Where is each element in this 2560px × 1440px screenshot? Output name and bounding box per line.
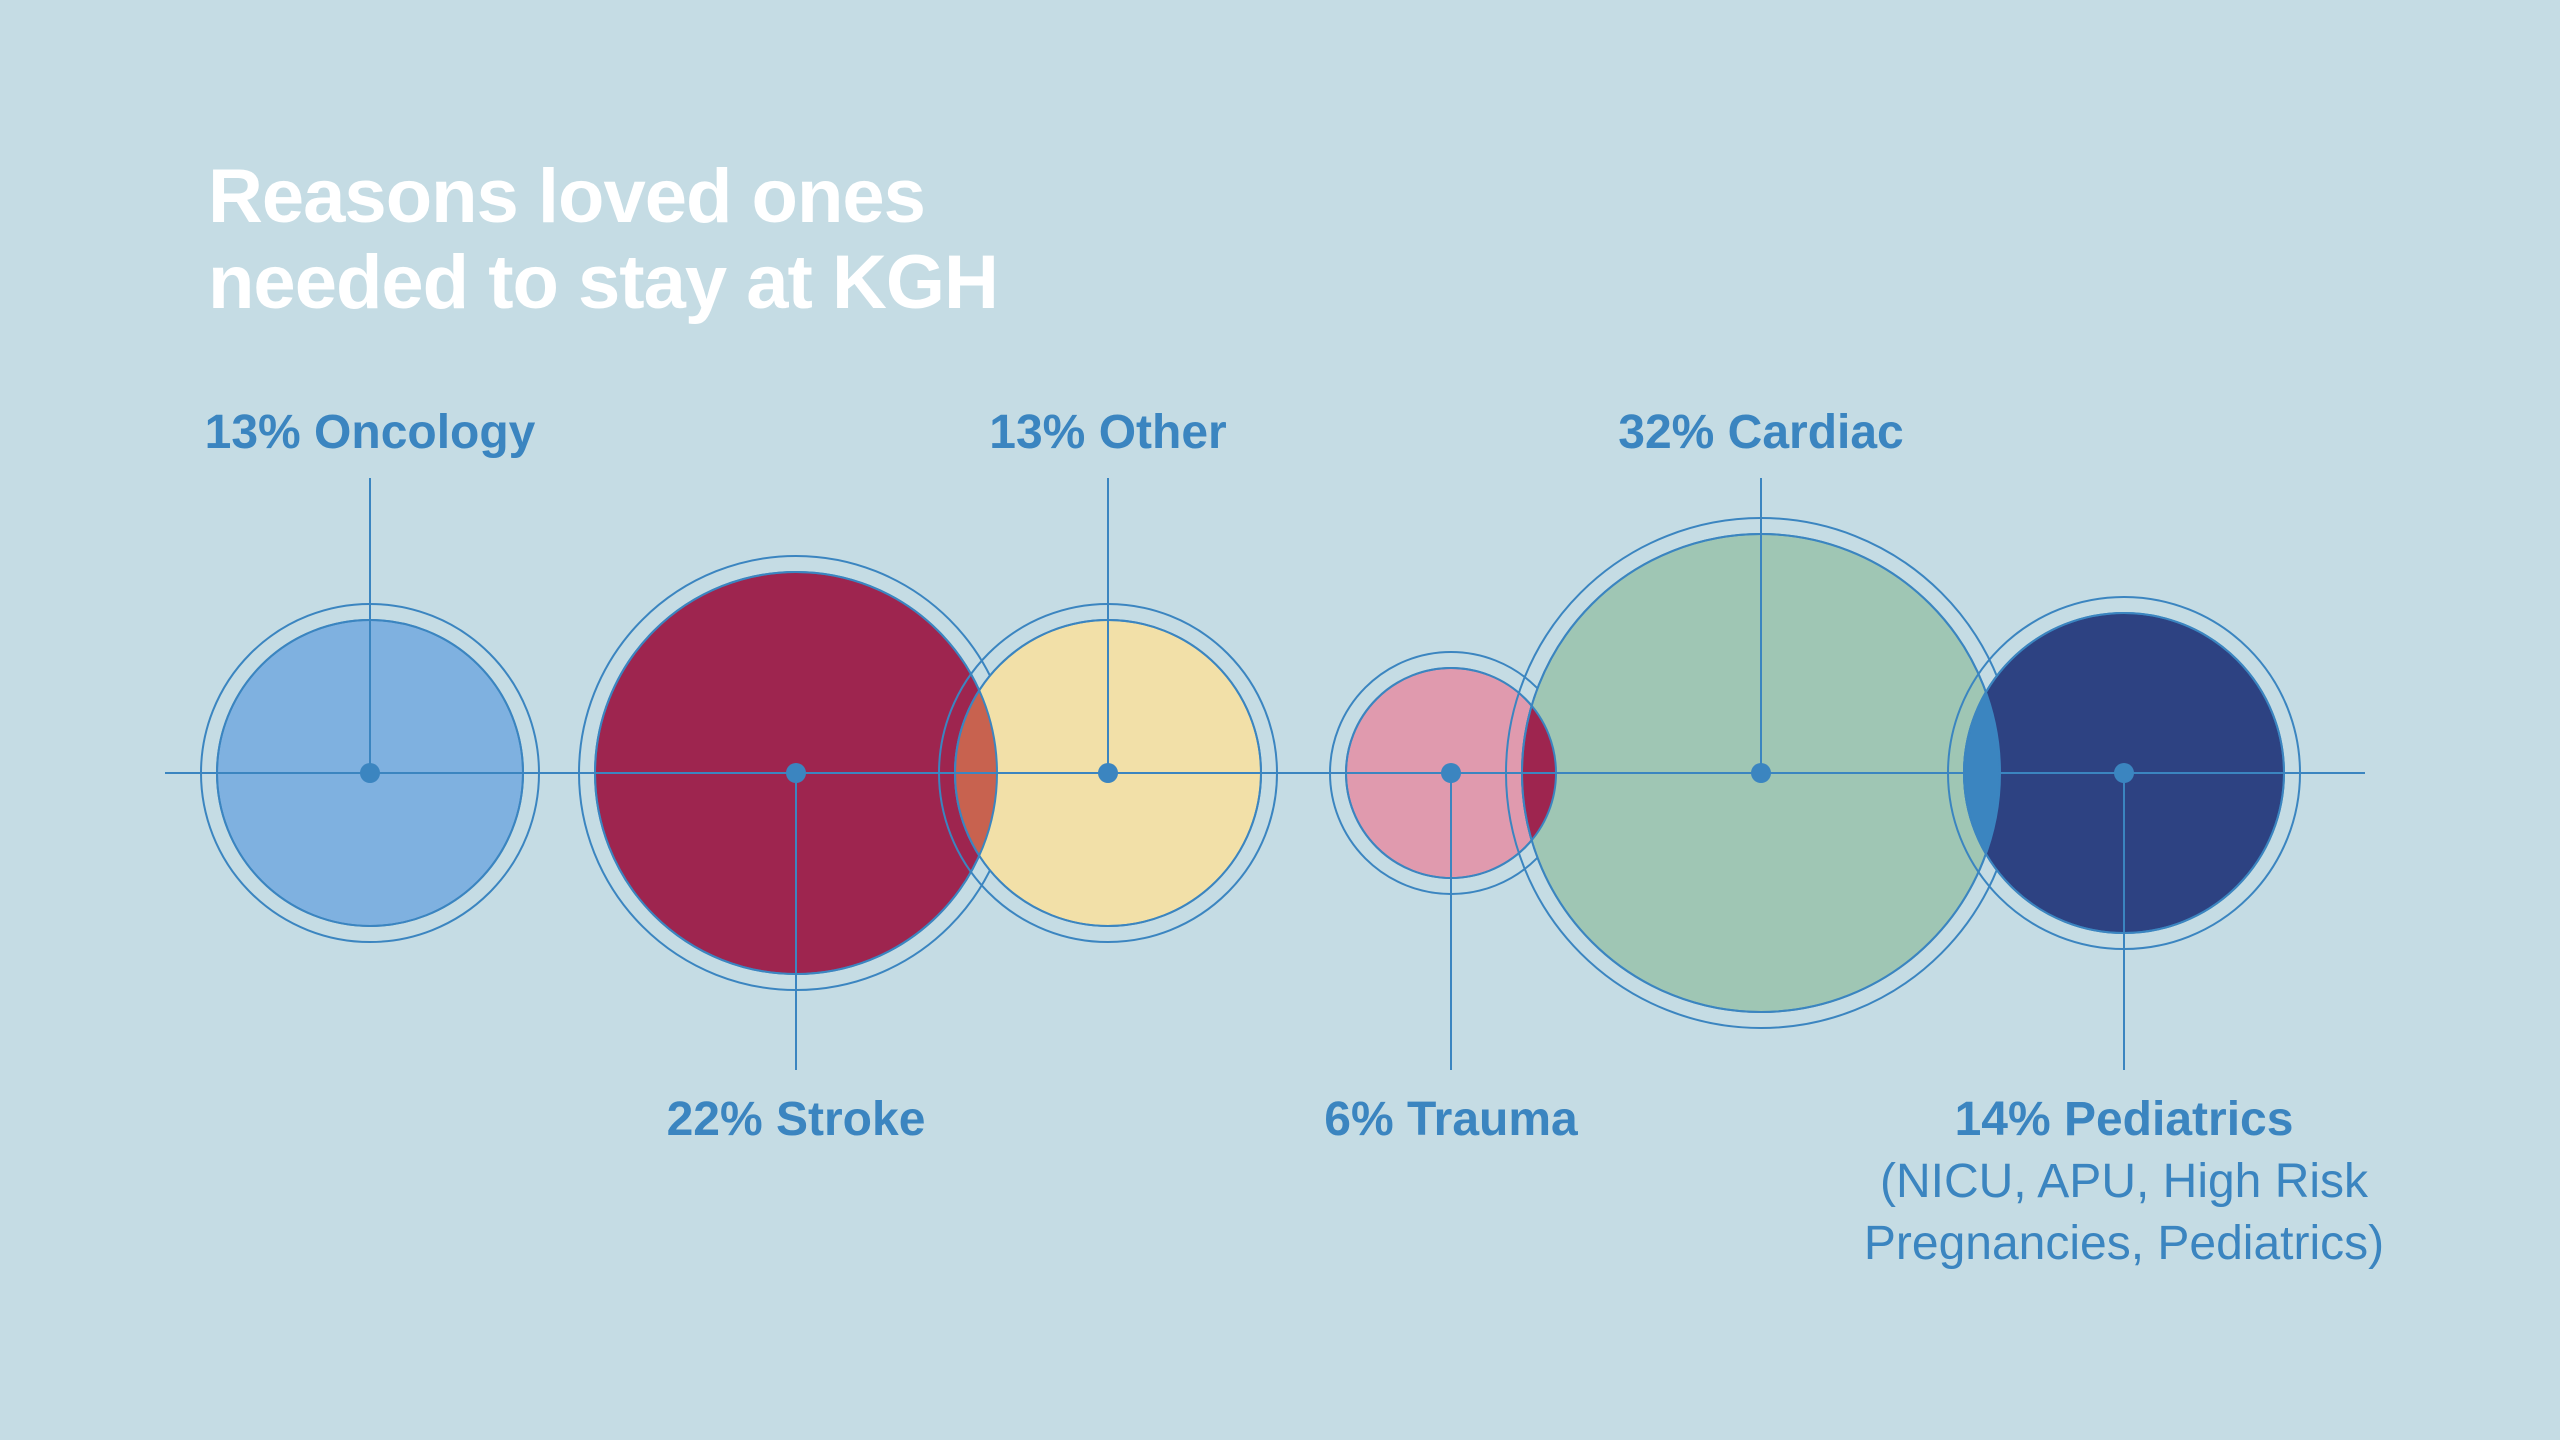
center-dot-other xyxy=(1098,763,1118,783)
label-stroke: 22% Stroke xyxy=(667,1093,926,1146)
center-dot-trauma xyxy=(1441,763,1461,783)
center-dot-oncology xyxy=(360,763,380,783)
center-dot-pediatrics xyxy=(2114,763,2134,783)
label-oncology: 13% Oncology xyxy=(205,406,536,459)
center-dot-cardiac xyxy=(1751,763,1771,783)
chart-title: Reasons loved ones needed to stay at KGH xyxy=(208,154,999,325)
label-cardiac: 32% Cardiac xyxy=(1618,406,1904,459)
label-other: 13% Other xyxy=(989,406,1226,459)
chart-title-line-2: needed to stay at KGH xyxy=(208,240,998,325)
connector-lines xyxy=(165,478,2365,1070)
chart-title-line-1: Reasons loved ones xyxy=(208,154,925,239)
sublabel-pediatrics-2: Pregnancies, Pediatrics) xyxy=(1864,1217,2384,1270)
category-labels: 13% Oncology 22% Stroke 13% Other 6% Trauma… xyxy=(205,406,2385,1270)
center-dot-stroke xyxy=(786,763,806,783)
label-trauma: 6% Trauma xyxy=(1324,1093,1578,1146)
label-pediatrics: 14% Pediatrics xyxy=(1955,1093,2294,1146)
sublabel-pediatrics-1: (NICU, APU, High Risk xyxy=(1880,1155,2369,1208)
